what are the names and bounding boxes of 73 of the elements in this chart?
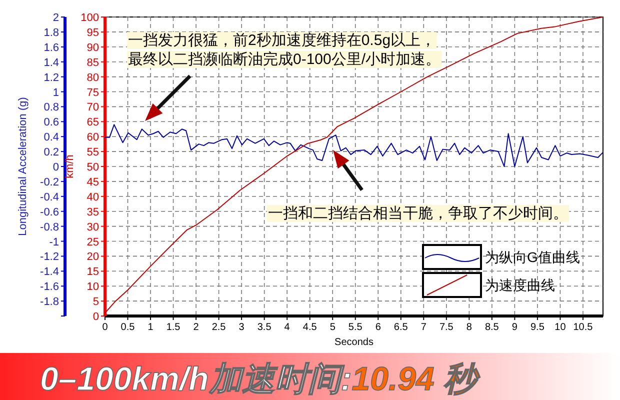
y2-tick-label: 80 bbox=[86, 72, 99, 84]
y2-tick-label: 60 bbox=[86, 132, 99, 144]
x-tick-label: 0.5 bbox=[120, 322, 136, 333]
x-tick-label: 2.5 bbox=[212, 322, 226, 333]
y2-tick-label: 50 bbox=[86, 162, 99, 174]
y-tick-label: 2 bbox=[52, 12, 59, 24]
legend-label: 为速度曲线 bbox=[485, 277, 555, 293]
x-tick-label: 7 bbox=[420, 322, 427, 333]
y-tick-label: 1.4 bbox=[44, 56, 59, 69]
x-tick-label: 8 bbox=[466, 322, 472, 333]
y2-tick-label: 65 bbox=[86, 116, 99, 129]
x-tick-label: 6 bbox=[375, 322, 382, 333]
y2-tick-label: 5 bbox=[92, 296, 99, 308]
y2-tick-label: 90 bbox=[86, 42, 99, 54]
y-axis-title: Longitudinal Acceleration (g) bbox=[17, 97, 29, 236]
x-tick-label: 2 bbox=[193, 322, 200, 333]
y2-tick-label: 10 bbox=[86, 281, 99, 294]
y-tick-label: 1.2 bbox=[44, 72, 59, 84]
x-tick-label: 1.5 bbox=[166, 322, 181, 333]
annotation: 最终以二挡濒临断油完成0-100公里/小时加速。 bbox=[128, 51, 441, 68]
legend-label: 为纵向G值曲线 bbox=[485, 249, 580, 265]
y2-tick-label: 100 bbox=[80, 12, 99, 24]
y2-tick-label: 40 bbox=[86, 191, 99, 204]
y2-axis-title: km/h bbox=[64, 154, 76, 178]
x-tick-label: 7.5 bbox=[439, 322, 454, 333]
x-tick-label: 1 bbox=[148, 322, 154, 333]
x-tick-label: 9.5 bbox=[530, 322, 545, 333]
x-tick-label: 3 bbox=[238, 322, 245, 333]
x-tick-label: 4 bbox=[284, 322, 290, 333]
y2-tick-label: 70 bbox=[86, 102, 99, 114]
x-tick-label: 6.5 bbox=[394, 322, 408, 333]
y-tick-label: 0.6 bbox=[44, 116, 59, 129]
y-tick-label: -1.2 bbox=[40, 251, 59, 264]
y-tick-label: 1 bbox=[52, 86, 59, 99]
y-tick-label: 0.2 bbox=[44, 146, 59, 159]
y-tick-label: 0.8 bbox=[44, 102, 59, 114]
text: 0–100km/h加速时间:10.94 秒 bbox=[40, 360, 481, 397]
y2-tick-label: 20 bbox=[86, 251, 99, 264]
x-tick-label: 5 bbox=[330, 322, 336, 333]
y2-tick-label: 45 bbox=[86, 176, 99, 188]
x-tick-label: 3.5 bbox=[257, 322, 272, 333]
y2-tick-label: 25 bbox=[86, 236, 99, 248]
y-tick-label: -0.8 bbox=[40, 221, 59, 234]
y-tick-label: 1.6 bbox=[44, 42, 59, 54]
x-tick-label: 9 bbox=[512, 322, 518, 333]
x-tick-label: 8.5 bbox=[484, 322, 500, 333]
x-axis-title: Seconds bbox=[334, 337, 374, 348]
annotation: 一挡发力很猛，前2秒加速度维持在0.5g以上， bbox=[128, 32, 436, 49]
y-tick-label: -1.8 bbox=[40, 296, 59, 308]
y-tick-label: 0 bbox=[52, 162, 59, 174]
y2-tick-label: 15 bbox=[86, 266, 99, 278]
annotation: 一挡和二挡结合相当干脆，争取了不少时间。 bbox=[268, 205, 568, 222]
y2-tick-label: 30 bbox=[86, 221, 99, 234]
x-tick-label: 0 bbox=[102, 322, 108, 333]
y-tick-label: -1.4 bbox=[40, 266, 59, 278]
y-tick-label: 0.4 bbox=[44, 132, 59, 144]
x-tick-label: 10 bbox=[554, 322, 566, 333]
y2-tick-label: 95 bbox=[86, 26, 99, 39]
x-tick-label: 4.5 bbox=[302, 322, 318, 333]
y2-tick-label: 0 bbox=[92, 311, 99, 323]
y-tick-label: -0.6 bbox=[40, 206, 59, 218]
y-tick-label: -0.2 bbox=[40, 176, 59, 188]
y2-tick-label: 35 bbox=[86, 206, 99, 218]
x-tick-label: 10.5 bbox=[573, 322, 594, 333]
y2-tick-label: 85 bbox=[86, 56, 99, 69]
y-tick-label: 1.8 bbox=[44, 26, 59, 39]
y-tick-label: -0.4 bbox=[40, 191, 59, 204]
y-tick-label: -1 bbox=[49, 236, 59, 248]
x-tick-label: 5.5 bbox=[348, 322, 363, 333]
y2-tick-label: 55 bbox=[86, 146, 99, 159]
y-tick-label: -1.6 bbox=[40, 281, 59, 294]
y2-tick-label: 75 bbox=[86, 86, 99, 99]
line-series bbox=[104, 16, 604, 314]
